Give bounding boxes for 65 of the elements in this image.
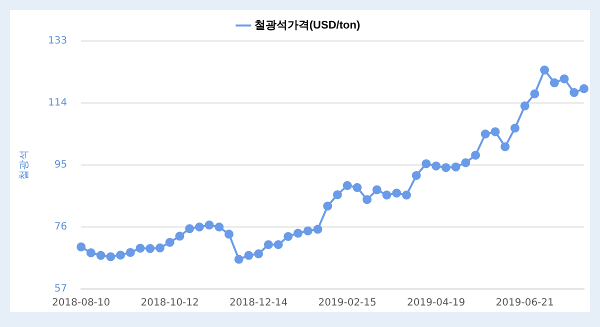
point: [480, 130, 490, 138]
x-tick-label: 2018-12-14: [230, 298, 288, 309]
point: [86, 248, 96, 258]
point: [352, 183, 362, 192]
point: [175, 232, 184, 241]
point: [313, 224, 322, 234]
point: [116, 250, 126, 260]
y-tick-label: 114: [48, 98, 68, 109]
point: [402, 190, 411, 200]
point: [204, 220, 214, 230]
legend-label: 철광석가격(USD/ton): [254, 20, 360, 32]
point: [342, 181, 352, 190]
x-tick-label: 2018-10-12: [140, 298, 199, 309]
point: [372, 185, 382, 194]
point: [362, 195, 372, 204]
point: [461, 158, 470, 168]
point: [136, 244, 145, 253]
point: [284, 232, 293, 241]
point: [76, 242, 86, 252]
point: [244, 250, 254, 260]
point: [224, 230, 234, 239]
point: [165, 238, 174, 247]
point: [155, 243, 164, 252]
point: [422, 159, 431, 168]
point: [303, 226, 312, 236]
point: [580, 84, 588, 94]
point: [392, 188, 402, 198]
point: [323, 202, 332, 211]
point: [126, 248, 135, 257]
x-tick-label: 2019-02-15: [318, 298, 376, 309]
y-tick-label: 133: [48, 36, 68, 47]
point: [560, 74, 569, 84]
point: [146, 244, 155, 254]
point: [540, 66, 550, 75]
x-tick-label: 2018-08-10: [52, 298, 110, 309]
point: [520, 101, 530, 110]
point: [490, 127, 500, 136]
point: [500, 142, 510, 152]
x-tick-label: 2019-04-19: [407, 298, 466, 309]
point: [432, 161, 441, 170]
point: [214, 222, 224, 232]
point: [254, 249, 264, 258]
point: [510, 124, 520, 133]
point: [550, 78, 559, 88]
point: [471, 150, 480, 160]
y-axis-title: 철광석: [18, 150, 30, 180]
point: [332, 190, 342, 200]
point: [451, 162, 460, 172]
point: [570, 88, 579, 98]
y-tick-label: 76: [54, 222, 68, 233]
point: [274, 240, 283, 250]
point: [382, 190, 392, 200]
point: [294, 228, 303, 238]
point: [264, 240, 273, 250]
point: [194, 222, 204, 232]
point: [96, 250, 106, 260]
point: [234, 254, 244, 264]
x-tick-label: 2019-06-21: [496, 298, 554, 309]
point: [106, 252, 116, 262]
y-tick-label: 57: [54, 284, 68, 295]
y-tick-label: 95: [54, 160, 68, 171]
point: [412, 170, 421, 180]
point: [185, 224, 194, 234]
point: [441, 163, 450, 172]
point: [530, 89, 540, 98]
